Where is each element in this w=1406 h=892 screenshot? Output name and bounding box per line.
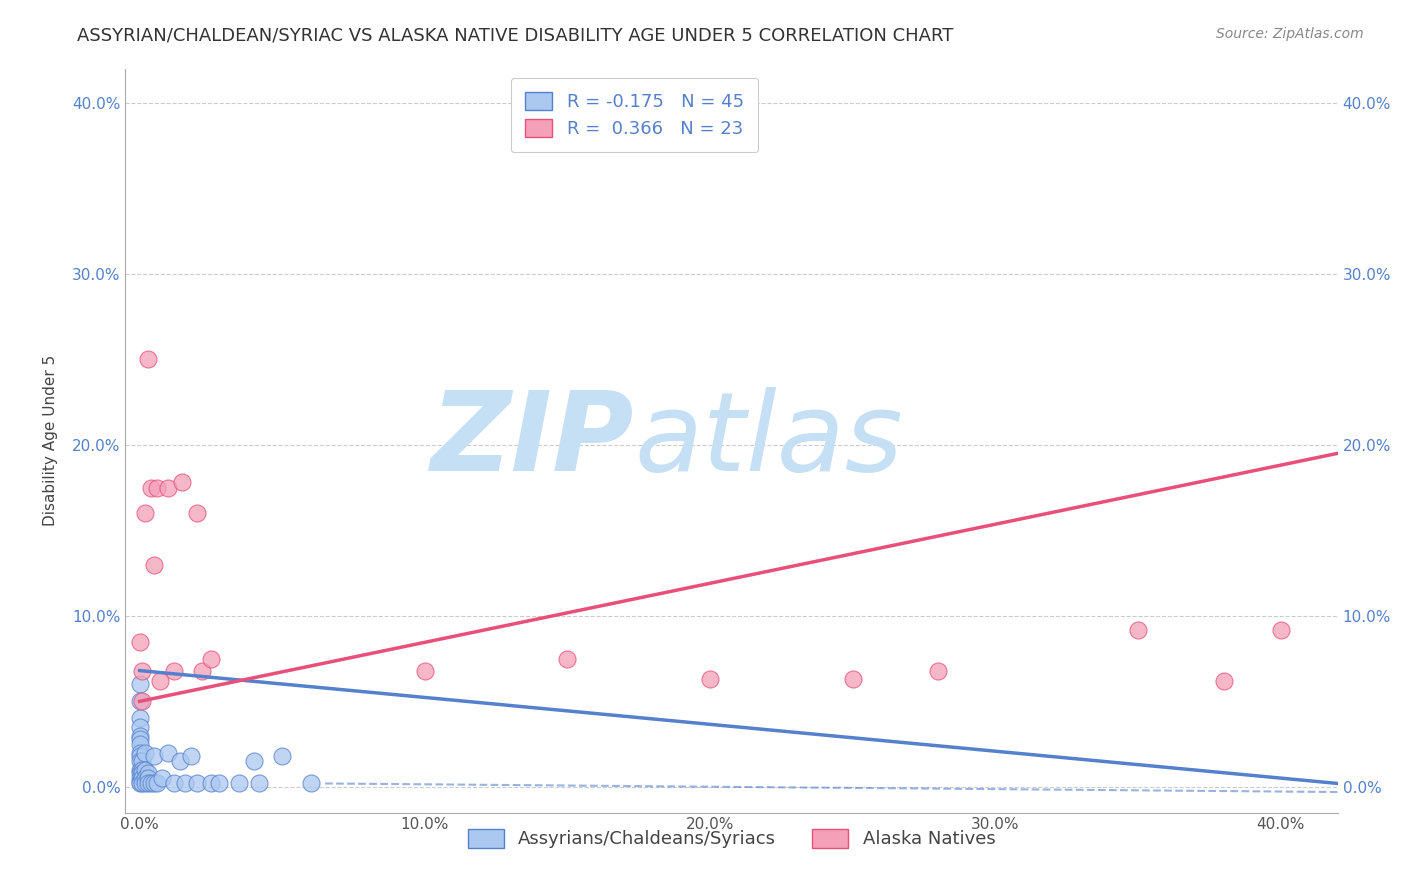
Point (128, 749, 150, 764)
Point (191, 664, 214, 678)
Point (200, 776, 222, 790)
Text: Source: ZipAtlas.com: Source: ZipAtlas.com (1216, 27, 1364, 41)
Point (134, 776, 156, 790)
Point (131, 694, 153, 708)
Point (134, 772, 156, 786)
Point (1212, 673, 1234, 688)
Point (128, 729, 150, 743)
Point (149, 673, 172, 688)
Point (163, 776, 186, 790)
Point (157, 481, 180, 495)
Point (131, 763, 153, 777)
Point (249, 776, 271, 790)
Point (128, 774, 150, 789)
Text: atlas: atlas (634, 387, 903, 494)
Point (131, 664, 153, 678)
Point (128, 720, 150, 734)
Point (142, 749, 165, 764)
Point (174, 776, 197, 790)
Point (128, 694, 150, 708)
Point (242, 754, 264, 768)
Point (927, 664, 949, 678)
Point (131, 772, 153, 786)
Point (1270, 623, 1292, 637)
Point (128, 634, 150, 648)
Point (134, 746, 156, 760)
Point (128, 731, 150, 746)
Point (1126, 623, 1149, 637)
Point (413, 664, 436, 678)
Point (169, 754, 191, 768)
Point (841, 672, 863, 686)
Point (136, 772, 159, 786)
Point (128, 754, 150, 768)
Point (128, 776, 150, 790)
Point (139, 481, 162, 495)
Point (208, 776, 231, 790)
Point (134, 763, 156, 777)
Point (557, 651, 579, 665)
Point (128, 766, 150, 780)
Point (145, 776, 167, 790)
Point (128, 711, 150, 725)
Point (128, 772, 150, 786)
Point (228, 776, 250, 790)
Point (136, 766, 159, 780)
Point (134, 506, 156, 520)
Y-axis label: Disability Age Under 5: Disability Age Under 5 (44, 355, 58, 526)
Text: ASSYRIAN/CHALDEAN/SYRIAC VS ALASKA NATIVE DISABILITY AGE UNDER 5 CORRELATION CHA: ASSYRIAN/CHALDEAN/SYRIAC VS ALASKA NATIV… (77, 27, 953, 45)
Point (128, 677, 150, 691)
Point (131, 754, 153, 768)
Point (699, 672, 721, 686)
Point (299, 776, 322, 790)
Point (142, 558, 165, 572)
Point (139, 776, 162, 790)
Point (157, 746, 180, 760)
Point (136, 352, 159, 367)
Point (128, 746, 150, 760)
Point (142, 776, 165, 790)
Point (180, 749, 202, 764)
Point (131, 766, 153, 780)
Point (186, 506, 208, 520)
Point (152, 772, 174, 786)
Point (200, 651, 222, 665)
Point (145, 481, 167, 495)
Text: ZIP: ZIP (432, 387, 634, 494)
Point (128, 737, 150, 751)
Point (172, 475, 194, 490)
Point (186, 776, 208, 790)
Point (136, 776, 159, 790)
Point (271, 749, 294, 764)
Point (163, 664, 186, 678)
Point (128, 763, 150, 777)
Point (131, 776, 153, 790)
Legend: R = -0.175   N = 45, R =  0.366   N = 23: R = -0.175 N = 45, R = 0.366 N = 23 (510, 78, 758, 153)
